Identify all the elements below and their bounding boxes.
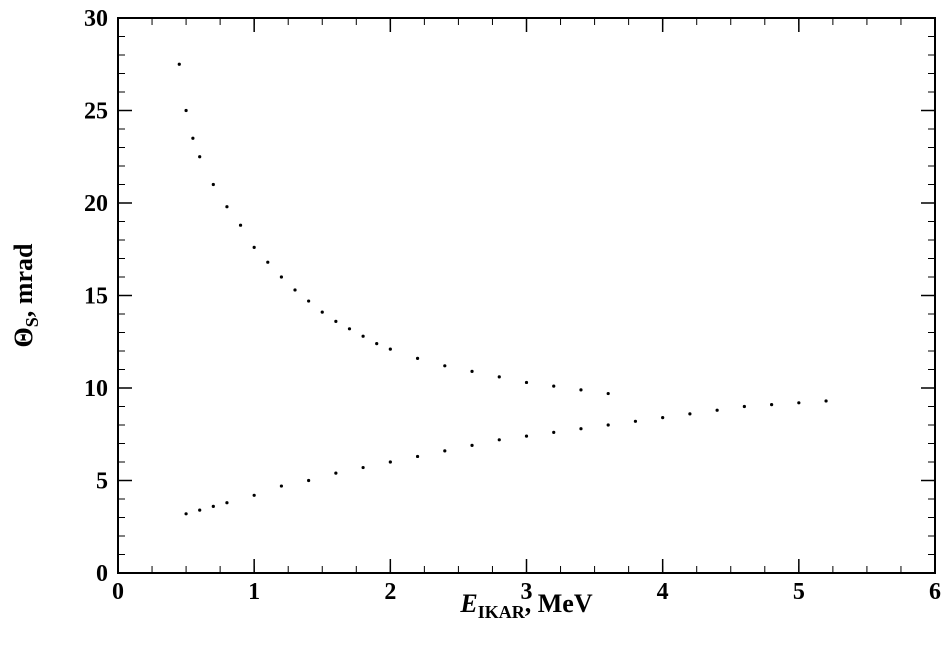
scatter-point — [579, 388, 583, 392]
y-tick-label: 5 — [96, 469, 108, 495]
scatter-point — [252, 493, 256, 497]
scatter-point — [606, 423, 610, 427]
scatter-point — [415, 356, 420, 360]
scatter-point — [824, 399, 828, 403]
y-axis-unit: , mrad — [9, 243, 38, 317]
y-tick-labels: 0 5 10 15 20 25 30 — [84, 6, 108, 587]
scatter-point — [198, 155, 202, 159]
scatter-point — [307, 478, 311, 483]
x-tick-labels: 0 1 2 3 4 5 6 — [112, 579, 941, 605]
scatter-point — [688, 412, 692, 416]
scatter-point — [388, 347, 392, 351]
scatter-points — [177, 62, 828, 516]
scatter-point — [334, 319, 338, 323]
y-tick-label: 0 — [96, 561, 108, 587]
y-tick-label: 15 — [84, 284, 108, 310]
scatter-point — [211, 182, 215, 187]
scatter-point — [293, 288, 297, 292]
minor-ticks — [117, 17, 936, 574]
scatter-point — [443, 449, 447, 453]
scatter-point — [470, 369, 474, 373]
scatter-point — [184, 512, 188, 516]
y-tick-label: 10 — [84, 376, 108, 402]
scatter-point — [361, 334, 365, 338]
scatter-point — [266, 260, 270, 264]
scatter-point — [279, 484, 283, 488]
scatter-point — [742, 404, 746, 409]
x-tick-label: 4 — [657, 579, 669, 605]
scatter-point — [661, 416, 665, 420]
x-axis-symbol: E — [459, 589, 477, 618]
scatter-point — [347, 327, 352, 331]
scatter-point — [198, 508, 202, 512]
scatter-point — [415, 454, 420, 459]
scatter-point — [361, 465, 365, 470]
scatter-point — [388, 460, 392, 464]
scatter-point — [524, 434, 529, 438]
x-axis-unit: , MeV — [525, 589, 593, 618]
scatter-point — [252, 245, 256, 249]
scatter-point — [211, 504, 215, 508]
x-tick-label: 1 — [248, 579, 260, 605]
x-tick-label: 2 — [384, 579, 396, 605]
x-axis-title: EIKAR, MeV — [459, 589, 592, 622]
scatter-point — [552, 384, 556, 388]
scatter-point — [184, 108, 188, 113]
scatter-point — [524, 380, 529, 385]
scatter-point — [715, 408, 719, 412]
scatter-point — [470, 443, 474, 447]
scatter-point — [497, 438, 501, 442]
scatter-point — [633, 419, 638, 423]
scatter-point — [307, 299, 311, 303]
scatter-point — [279, 275, 283, 279]
scatter-point — [443, 364, 447, 368]
plot-frame — [117, 17, 936, 574]
y-tick-label: 20 — [84, 191, 108, 217]
scatter-point — [225, 501, 229, 505]
scatter-point — [770, 403, 774, 407]
y-tick-label: 30 — [84, 6, 108, 32]
x-tick-label: 5 — [793, 579, 805, 605]
scatter-point — [797, 401, 801, 405]
scatter-point — [177, 62, 181, 66]
y-tick-label: 25 — [84, 99, 108, 125]
scatter-point — [320, 310, 324, 314]
scatter-point — [238, 223, 243, 227]
scatter-point — [497, 375, 501, 379]
x-tick-label: 6 — [929, 579, 941, 605]
scatter-point — [375, 342, 379, 346]
scatter-point — [334, 471, 338, 475]
x-tick-label: 3 — [521, 579, 533, 605]
y-axis-title: ΘS, mrad — [9, 243, 42, 347]
scatter-point — [579, 427, 583, 431]
scatter-point — [552, 430, 556, 434]
scatter-point — [225, 205, 229, 209]
x-axis-subscript: IKAR — [478, 602, 526, 622]
y-axis-subscript: S — [22, 317, 42, 327]
major-ticks — [117, 17, 936, 574]
y-axis-symbol: Θ — [9, 327, 38, 347]
scatter-point — [606, 391, 610, 396]
scatter-point — [191, 136, 195, 140]
x-tick-label: 0 — [112, 579, 124, 605]
